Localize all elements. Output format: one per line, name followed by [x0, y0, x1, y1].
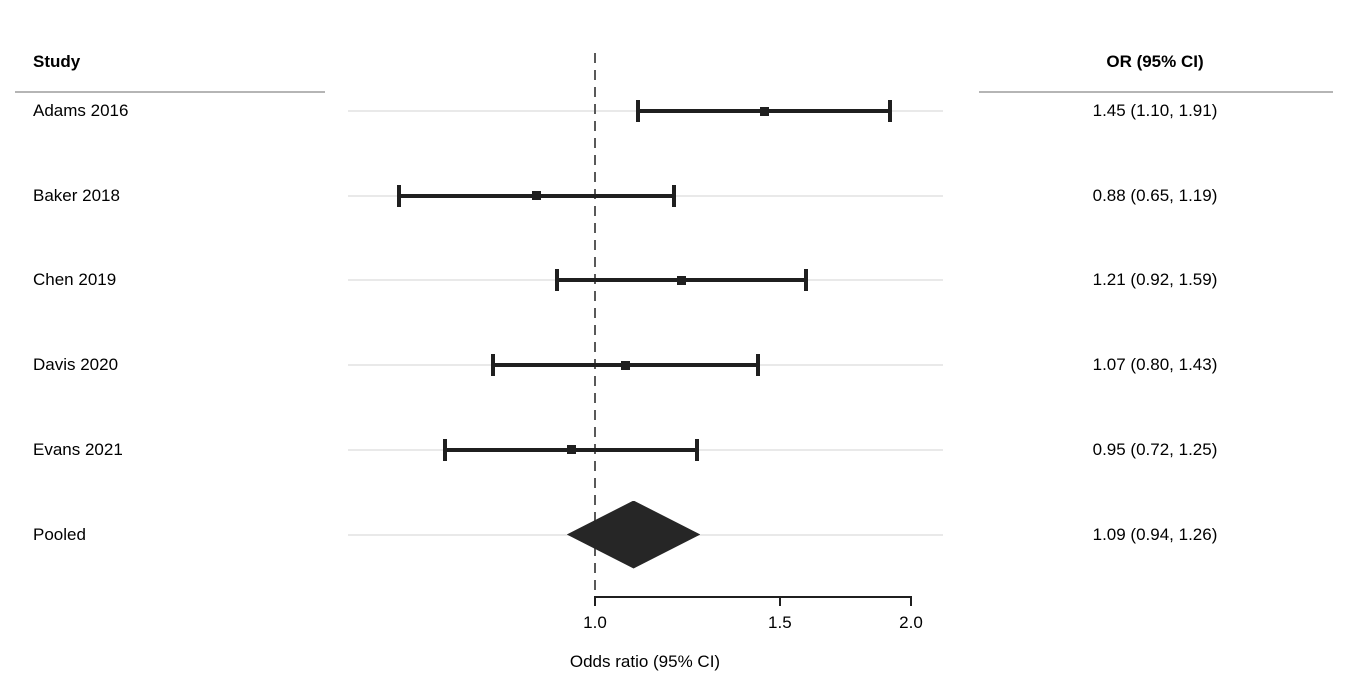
or-ci-value: 1.07 (0.80, 1.43)	[1092, 355, 1218, 375]
study-label: Adams 2016	[33, 101, 129, 120]
ci-lower-cap	[554, 269, 559, 292]
study-label: Evans 2021	[33, 439, 123, 459]
x-axis-tick-label: 2.0	[899, 613, 923, 632]
x-axis-title: Odds ratio (95% CI)	[569, 652, 721, 671]
x-axis-line	[594, 596, 912, 598]
study-label: Davis 2020	[33, 355, 119, 375]
ci-upper-cap	[756, 354, 761, 377]
x-axis-tick-label: 1.5	[768, 613, 792, 632]
ci-upper-cap	[672, 184, 677, 207]
or-header-underline	[979, 91, 1333, 93]
or-ci-value: 0.95 (0.72, 1.25)	[1092, 439, 1218, 459]
or-ci-value: 1.09 (0.94, 1.26)	[1092, 524, 1218, 544]
study-header-underline	[15, 91, 325, 93]
study-label: Pooled	[33, 524, 86, 544]
point-estimate-marker	[567, 445, 577, 455]
point-estimate-marker	[759, 106, 769, 116]
x-axis-tick	[778, 598, 781, 606]
or-ci-value: 1.45 (1.10, 1.91)	[1092, 101, 1218, 120]
study-label: Chen 2019	[33, 270, 117, 290]
x-axis-tick	[910, 598, 912, 606]
pooled-diamond	[566, 500, 701, 569]
ci-upper-cap	[804, 269, 809, 292]
point-estimate-marker	[677, 275, 687, 285]
ci-upper-cap	[694, 438, 699, 461]
study-label: Baker 2018	[33, 185, 120, 205]
ci-upper-cap	[888, 100, 892, 122]
x-axis-tick-label: 1.0	[583, 613, 607, 632]
or-ci-value: 0.88 (0.65, 1.19)	[1092, 185, 1218, 205]
or-ci-value: 1.21 (0.92, 1.59)	[1092, 270, 1218, 290]
ci-lower-cap	[396, 184, 401, 207]
point-estimate-marker	[621, 360, 631, 370]
point-estimate-marker	[532, 191, 542, 201]
ci-lower-cap	[443, 438, 448, 461]
x-axis-tick	[594, 598, 596, 606]
reference-line	[594, 53, 596, 595]
study-column-header: Study	[33, 52, 81, 71]
ci-lower-cap	[636, 100, 641, 122]
ci-lower-cap	[491, 354, 496, 377]
or-column-header: OR (95% CI)	[1106, 52, 1204, 71]
